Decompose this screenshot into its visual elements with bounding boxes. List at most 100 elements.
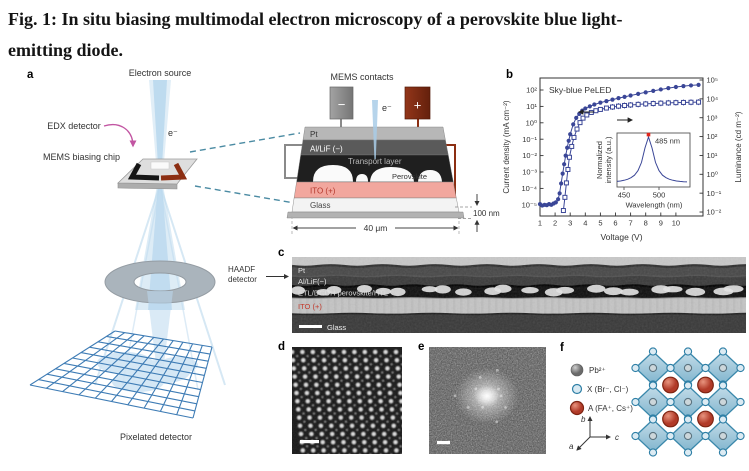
width-annotation: 40 μm <box>291 216 460 236</box>
left-tick-label: 10⁻¹ <box>522 135 537 144</box>
c-layer-glass-label: Glass <box>327 323 346 332</box>
data-point-circle <box>563 153 568 158</box>
transmitted-beam-core <box>148 185 172 310</box>
pb-site-ion <box>718 431 728 441</box>
right-tick-label: 10² <box>707 132 718 141</box>
pb-site-ion <box>683 397 693 407</box>
scale-bar <box>299 325 322 328</box>
data-point-square <box>593 108 599 114</box>
jv-luminance-chart: 10² 10¹ 10⁰ 10⁻¹ 10⁻² 10⁻³ 10⁻⁴ 10⁻⁵ 10⁵ 10⁴ 10³ 10… <box>502 76 743 242</box>
x-site-ion <box>683 381 693 390</box>
left-axis-label: Current density (mA cm⁻²) <box>502 100 511 193</box>
grid-line <box>29 384 194 419</box>
inset-ylabel-line1: Normalized <box>595 141 604 179</box>
pb-site-ion <box>718 363 728 373</box>
x-tick-label: 5 <box>598 219 602 228</box>
x-site-ion <box>666 431 675 441</box>
data-point-circle <box>565 145 570 150</box>
x-site-ion <box>701 431 710 441</box>
edx-arrow-icon <box>103 124 137 148</box>
layer-pt-label: Pt <box>310 130 318 139</box>
data-point-circle <box>553 200 558 205</box>
x-site-ion <box>666 363 675 373</box>
probe-positive <box>404 86 431 120</box>
data-point-circle <box>604 99 609 104</box>
x-tick-label: 1 <box>538 219 542 228</box>
pb-ion-icon <box>570 363 584 377</box>
electron-label: e⁻ <box>168 128 178 138</box>
left-tick-label: 10⁻⁵ <box>522 200 537 209</box>
a-site-ion <box>697 376 714 394</box>
pixelated-detector-label: Pixelated detector <box>120 432 192 442</box>
layer-perovskite-label: Perovskite <box>392 172 427 181</box>
data-point-square <box>673 100 679 106</box>
panel-b-label: b <box>506 69 514 81</box>
right-tick-label: 10⁰ <box>707 170 718 179</box>
x-tick-label: 9 <box>659 219 663 228</box>
annular-detector-ring <box>104 260 216 304</box>
data-point-square <box>560 208 566 214</box>
panel-a-schematic: Electron source e⁻ EDX detector MEMS bia… <box>29 68 226 442</box>
left-tick-label: 10² <box>526 86 537 95</box>
probe-negative <box>329 86 354 120</box>
grid-line <box>63 362 201 391</box>
post-ring-beam <box>147 291 173 372</box>
data-point-circle <box>616 96 621 101</box>
peak-marker <box>646 132 651 137</box>
electron-source-label: Electron source <box>129 68 192 78</box>
x-site-ion <box>718 415 728 424</box>
data-point-square <box>696 99 702 105</box>
mems-chip-label: MEMS biasing chip <box>43 152 120 162</box>
data-point-square <box>609 104 615 110</box>
haadf-cross-section-image: Pt Al/LiF(−) ETL/DCDH perovskite/HTL ITO… <box>292 257 746 333</box>
inset-x-tick-label: 450 <box>618 191 631 200</box>
crystal-legend: Pb²⁺ X (Br⁻, Cl⁻) A (FA⁺, Cs⁺) b c a <box>569 363 633 451</box>
pb-site-ion <box>683 431 693 441</box>
x-ion-icon <box>571 383 583 395</box>
chip-window <box>150 161 170 170</box>
x-site-ion <box>736 431 745 441</box>
chart-title: Sky-blue PeLED <box>549 85 611 95</box>
grid-line <box>176 345 203 415</box>
data-point-square <box>574 126 580 132</box>
x-tick-label: 10 <box>672 219 680 228</box>
left-tick-label: 10¹ <box>526 102 537 111</box>
data-point-square <box>643 101 649 107</box>
x-tick-label: 2 <box>553 219 557 228</box>
data-point-square <box>665 100 671 106</box>
data-point-square <box>569 143 575 149</box>
x-site-ion <box>648 448 658 457</box>
data-point-square <box>650 101 656 107</box>
legend-pb-label: Pb²⁺ <box>589 366 606 375</box>
right-tick-label: 10³ <box>707 113 718 122</box>
x-site-ion <box>648 381 658 390</box>
data-point-circle <box>673 84 678 90</box>
a-site-ion <box>697 410 714 428</box>
fft-pattern-image <box>429 347 546 454</box>
data-point-circle <box>696 82 701 87</box>
grid-line <box>72 357 203 384</box>
x-site-ion <box>683 448 693 457</box>
right-tick-label: 10¹ <box>707 151 718 160</box>
x-site-ion <box>631 431 640 441</box>
data-point-square <box>580 115 586 121</box>
a-site-ion <box>662 410 679 428</box>
thickness-label: 100 nm <box>473 209 500 218</box>
data-point-circle <box>560 171 565 176</box>
atomic-resolution-image <box>292 347 402 454</box>
el-spectrum-inset: 450 500 <box>616 132 691 200</box>
data-point-circle <box>571 122 576 127</box>
data-point-circle <box>562 162 567 167</box>
haadf-annotation: HAADF detector <box>228 265 289 284</box>
data-point-circle <box>688 83 694 88</box>
series-line-right <box>562 101 699 211</box>
data-point-circle <box>622 94 627 99</box>
left-tick-label: 10⁻⁴ <box>521 184 537 193</box>
haadf-label-line1: HAADF <box>228 265 255 274</box>
inset-ylabel-line2: intensity (a.u.) <box>604 136 613 184</box>
x-site-ion <box>718 381 728 390</box>
x-site-ion <box>666 397 675 407</box>
peak-wavelength-label: 485 nm <box>655 137 680 146</box>
x-tick-label: 3 <box>568 219 572 228</box>
data-point-circle <box>666 86 671 91</box>
